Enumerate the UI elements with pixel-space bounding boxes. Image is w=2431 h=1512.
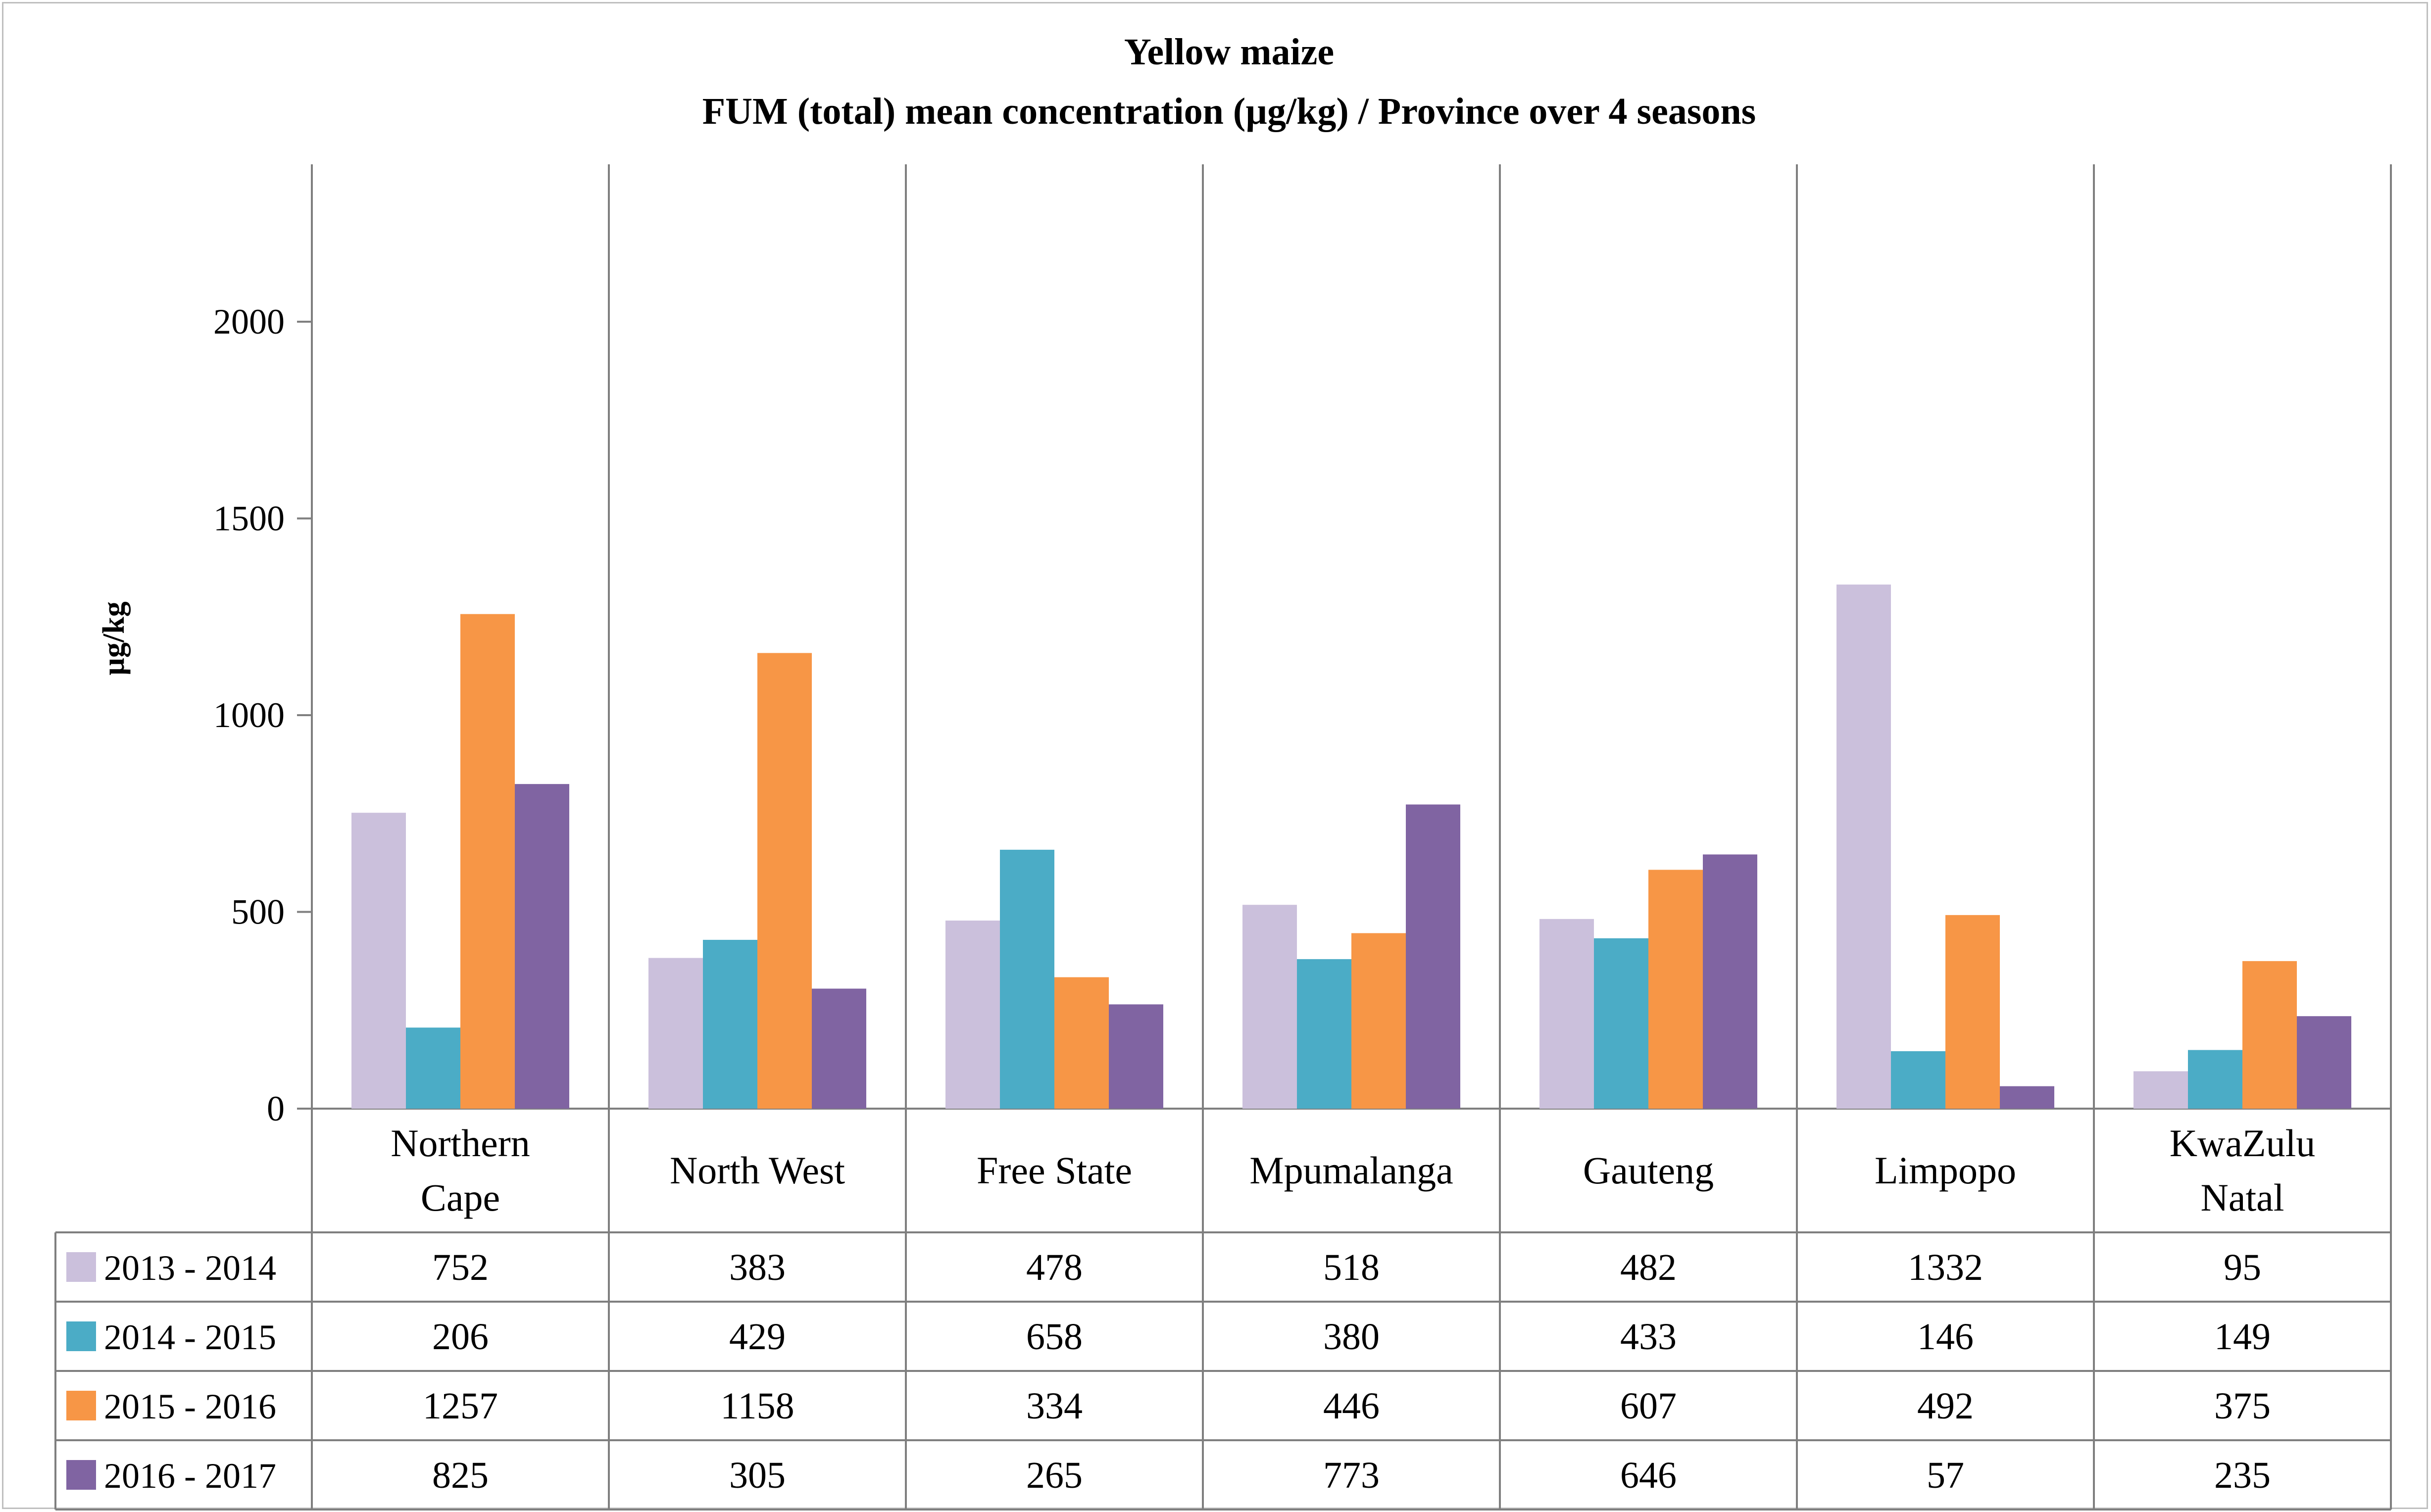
bar (757, 653, 812, 1109)
category-label: Mpumalanga (1249, 1149, 1453, 1192)
series-name: 2016 - 2017 (104, 1456, 276, 1496)
table-cell: 607 (1620, 1385, 1677, 1427)
bar (1242, 905, 1297, 1109)
bar (515, 784, 569, 1109)
bar (703, 939, 757, 1109)
table-cell: 433 (1620, 1316, 1677, 1358)
bar (1891, 1051, 1945, 1109)
category-label: KwaZulu (2170, 1122, 2316, 1165)
series-name: 2013 - 2014 (104, 1248, 276, 1288)
category-label: Free State (977, 1149, 1132, 1192)
bar (1351, 933, 1406, 1109)
table-cell: 380 (1323, 1316, 1380, 1358)
table-cell: 646 (1620, 1455, 1677, 1496)
bar (648, 958, 703, 1109)
bar (1539, 919, 1594, 1109)
category-label: North West (670, 1149, 845, 1192)
table-cell: 305 (729, 1455, 786, 1496)
y-tick-label: 500 (231, 892, 285, 932)
series-name: 2015 - 2016 (104, 1387, 276, 1426)
bar (1000, 849, 1054, 1109)
bar (1836, 585, 1891, 1109)
y-axis-label: µg/kg (97, 601, 131, 675)
bar (2000, 1086, 2054, 1109)
table-cell: 658 (1026, 1316, 1083, 1358)
table-cell: 752 (432, 1247, 489, 1288)
bar (1648, 870, 1703, 1109)
legend-swatch (66, 1391, 96, 1420)
table-cell: 478 (1026, 1247, 1083, 1288)
bar (1703, 854, 1757, 1109)
chart-subtitle: FUM (total) mean concentration (µg/kg) /… (702, 91, 1756, 132)
table-cell: 146 (1917, 1316, 1974, 1358)
table-cell: 235 (2214, 1455, 2271, 1496)
legend-swatch (66, 1252, 96, 1282)
table-cell: 375 (2214, 1385, 2271, 1427)
bar (2188, 1050, 2242, 1109)
chart-title: Yellow maize (1124, 31, 1334, 73)
bar (1594, 938, 1648, 1109)
table-cell: 149 (2214, 1316, 2271, 1358)
bar (1109, 1004, 1163, 1109)
table-cell: 383 (729, 1247, 786, 1288)
table-cell: 57 (1927, 1455, 1964, 1496)
category-label: Gauteng (1583, 1149, 1714, 1192)
y-tick-label: 1500 (213, 499, 285, 538)
table-cell: 206 (432, 1316, 489, 1358)
data-table: Northern Cape North West Free State Mpumalan… (54, 1122, 2391, 1511)
table-cell: 825 (432, 1455, 489, 1496)
bar (1406, 804, 1460, 1109)
bar (2242, 961, 2297, 1109)
series-name: 2014 - 2015 (104, 1317, 276, 1357)
category-label: Natal (2201, 1176, 2284, 1219)
category-label: Limpopo (1875, 1149, 2016, 1192)
table-cell: 492 (1917, 1385, 1974, 1427)
table-cell: 482 (1620, 1247, 1677, 1288)
table-cell: 518 (1323, 1247, 1380, 1288)
bar (351, 813, 406, 1109)
y-tick-label: 1000 (213, 695, 285, 735)
bar (1297, 959, 1351, 1109)
bar (406, 1027, 460, 1109)
bar (1054, 977, 1109, 1109)
table-cell: 446 (1323, 1385, 1380, 1427)
category-label: Northern (391, 1122, 530, 1165)
table-cell: 95 (2224, 1247, 2261, 1288)
category-label: Cape (421, 1176, 500, 1219)
bar (945, 920, 1000, 1109)
bar (460, 614, 515, 1109)
legend-swatch (66, 1460, 96, 1490)
table-cell: 1158 (720, 1385, 794, 1427)
legend-swatch (66, 1321, 96, 1351)
table-cell: 1257 (423, 1385, 498, 1427)
bar (1945, 915, 2000, 1109)
y-tick-label: 0 (267, 1089, 285, 1128)
bar (2297, 1016, 2351, 1109)
table-cell: 773 (1323, 1455, 1380, 1496)
table-cell: 1332 (1908, 1247, 1983, 1288)
table-cell: 334 (1026, 1385, 1083, 1427)
table-cell: 429 (729, 1316, 786, 1358)
bar (2133, 1071, 2188, 1109)
bar (812, 988, 866, 1109)
bars (351, 585, 2351, 1109)
y-tick-label: 2000 (213, 302, 285, 341)
table-cell: 265 (1026, 1455, 1083, 1496)
